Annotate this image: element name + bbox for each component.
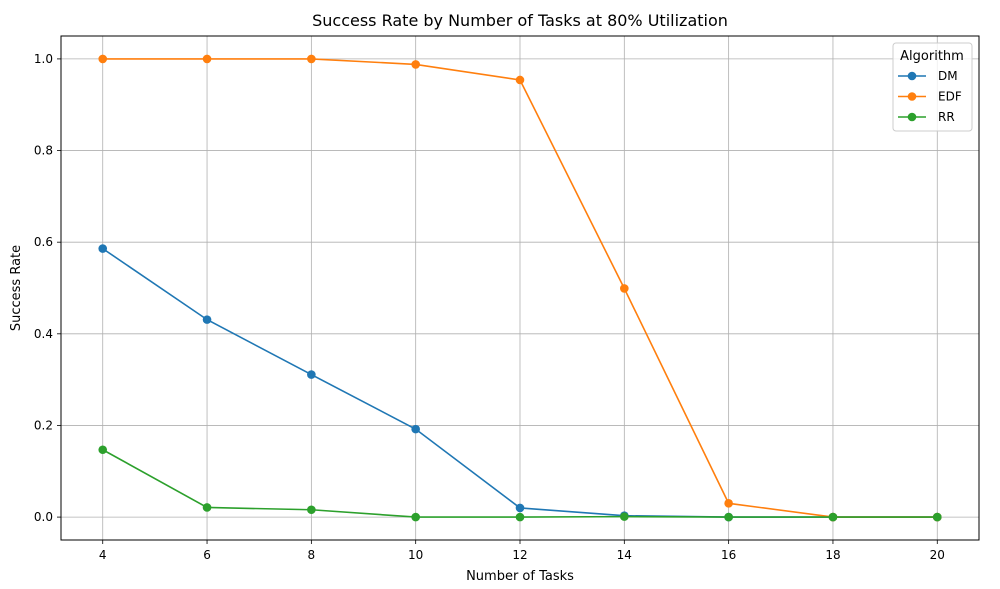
legend-marker-rr [907, 112, 917, 122]
y-tick-label: 0.2 [34, 418, 53, 432]
data-point-rr [411, 512, 420, 522]
x-tick-label: 4 [99, 548, 107, 562]
legend: Algorithm DM EDF RR [892, 42, 973, 132]
x-tick-label: 8 [308, 548, 316, 562]
data-point-edf [411, 60, 420, 69]
data-point-dm [98, 244, 108, 253]
x-tick-label: 6 [203, 548, 211, 562]
x-tick-label: 14 [617, 548, 632, 562]
data-point-rr [202, 503, 212, 512]
y-tick-label: 1.0 [34, 52, 53, 66]
data-point-rr [307, 505, 316, 515]
data-point-dm [515, 503, 525, 513]
legend-title: Algorithm [900, 49, 964, 64]
axis-ticks: 4 6 8 10 12 14 16 18 20 0.0 0.2 0.4 0.6 0.8 1.0 [34, 52, 945, 562]
data-point-rr [828, 512, 838, 522]
data-point-edf [515, 75, 525, 85]
y-tick-label: 0.8 [34, 144, 53, 158]
data-point-dm [307, 370, 316, 379]
data-point-edf [307, 54, 316, 64]
x-tick-label: 20 [930, 548, 945, 562]
y-tick-label: 0.0 [34, 510, 53, 524]
y-tick-label: 0.6 [34, 235, 53, 249]
data-point-edf [98, 54, 108, 64]
legend-label-dm: DM [938, 69, 958, 83]
x-tick-label: 18 [825, 548, 840, 562]
data-point-rr [98, 445, 108, 455]
data-point-rr [620, 512, 629, 521]
data-point-dm [411, 424, 420, 434]
data-point-rr [515, 512, 525, 522]
x-axis-label: Number of Tasks [466, 569, 574, 584]
data-point-rr [932, 512, 942, 522]
y-axis-label: Success Rate [9, 245, 24, 331]
data-point-rr [724, 512, 733, 522]
y-tick-label: 0.4 [34, 327, 53, 341]
chart-title: Success Rate by Number of Tasks at 80% U… [312, 11, 728, 30]
data-point-edf [724, 499, 733, 508]
grid [61, 36, 979, 540]
legend-marker-edf [907, 92, 917, 101]
legend-label-edf: EDF [938, 90, 962, 104]
data-point-dm [202, 315, 212, 324]
x-tick-label: 10 [408, 548, 423, 562]
series-lines [98, 54, 942, 522]
data-point-edf [620, 284, 629, 293]
x-tick-label: 16 [721, 548, 736, 562]
x-tick-label: 12 [512, 548, 527, 562]
legend-box [892, 42, 973, 132]
data-point-edf [202, 54, 212, 64]
legend-label-rr: RR [938, 110, 955, 124]
legend-marker-dm [907, 71, 917, 81]
